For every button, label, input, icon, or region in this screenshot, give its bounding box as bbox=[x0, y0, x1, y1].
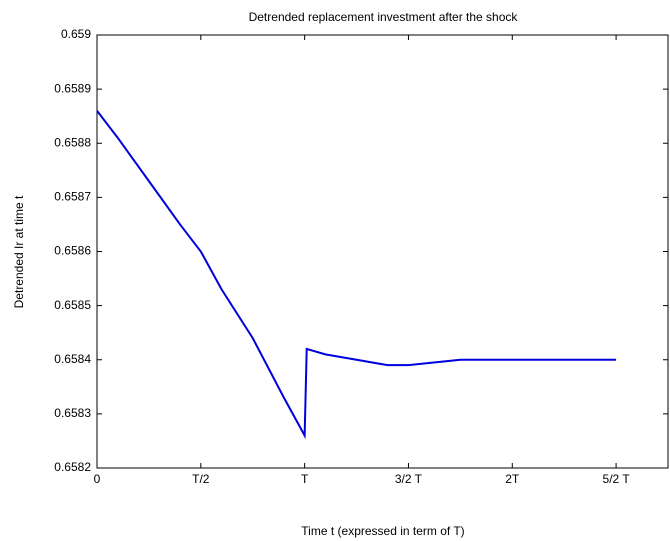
x-tick-label: T bbox=[301, 472, 309, 486]
x-axis-label: Time t (expressed in term of T) bbox=[301, 524, 464, 538]
y-tick-label: 0.6587 bbox=[54, 190, 91, 204]
y-tick-label: 0.6583 bbox=[54, 406, 91, 420]
y-tick-label: 0.6584 bbox=[54, 352, 91, 366]
x-tick-label: 2T bbox=[505, 472, 520, 486]
y-tick-label: 0.6589 bbox=[54, 81, 91, 95]
x-tick-label: 0 bbox=[94, 472, 101, 486]
y-tick-label: 0.6585 bbox=[54, 298, 91, 312]
x-tick-label: 5/2 T bbox=[603, 472, 631, 486]
plot-frame bbox=[96, 34, 669, 469]
y-tick-label: 0.6586 bbox=[54, 244, 91, 258]
y-tick-label: 0.659 bbox=[61, 27, 91, 41]
y-axis-label: Detrended Ir at time t bbox=[12, 195, 26, 308]
x-tick-label: 3/2 T bbox=[395, 472, 423, 486]
y-tick-label: 0.6588 bbox=[54, 135, 91, 149]
data-line bbox=[96, 110, 617, 440]
chart-title: Detrended replacement investment after t… bbox=[249, 10, 519, 24]
x-tick-label: T/2 bbox=[192, 472, 210, 486]
y-tick-label: 0.6582 bbox=[54, 460, 91, 474]
